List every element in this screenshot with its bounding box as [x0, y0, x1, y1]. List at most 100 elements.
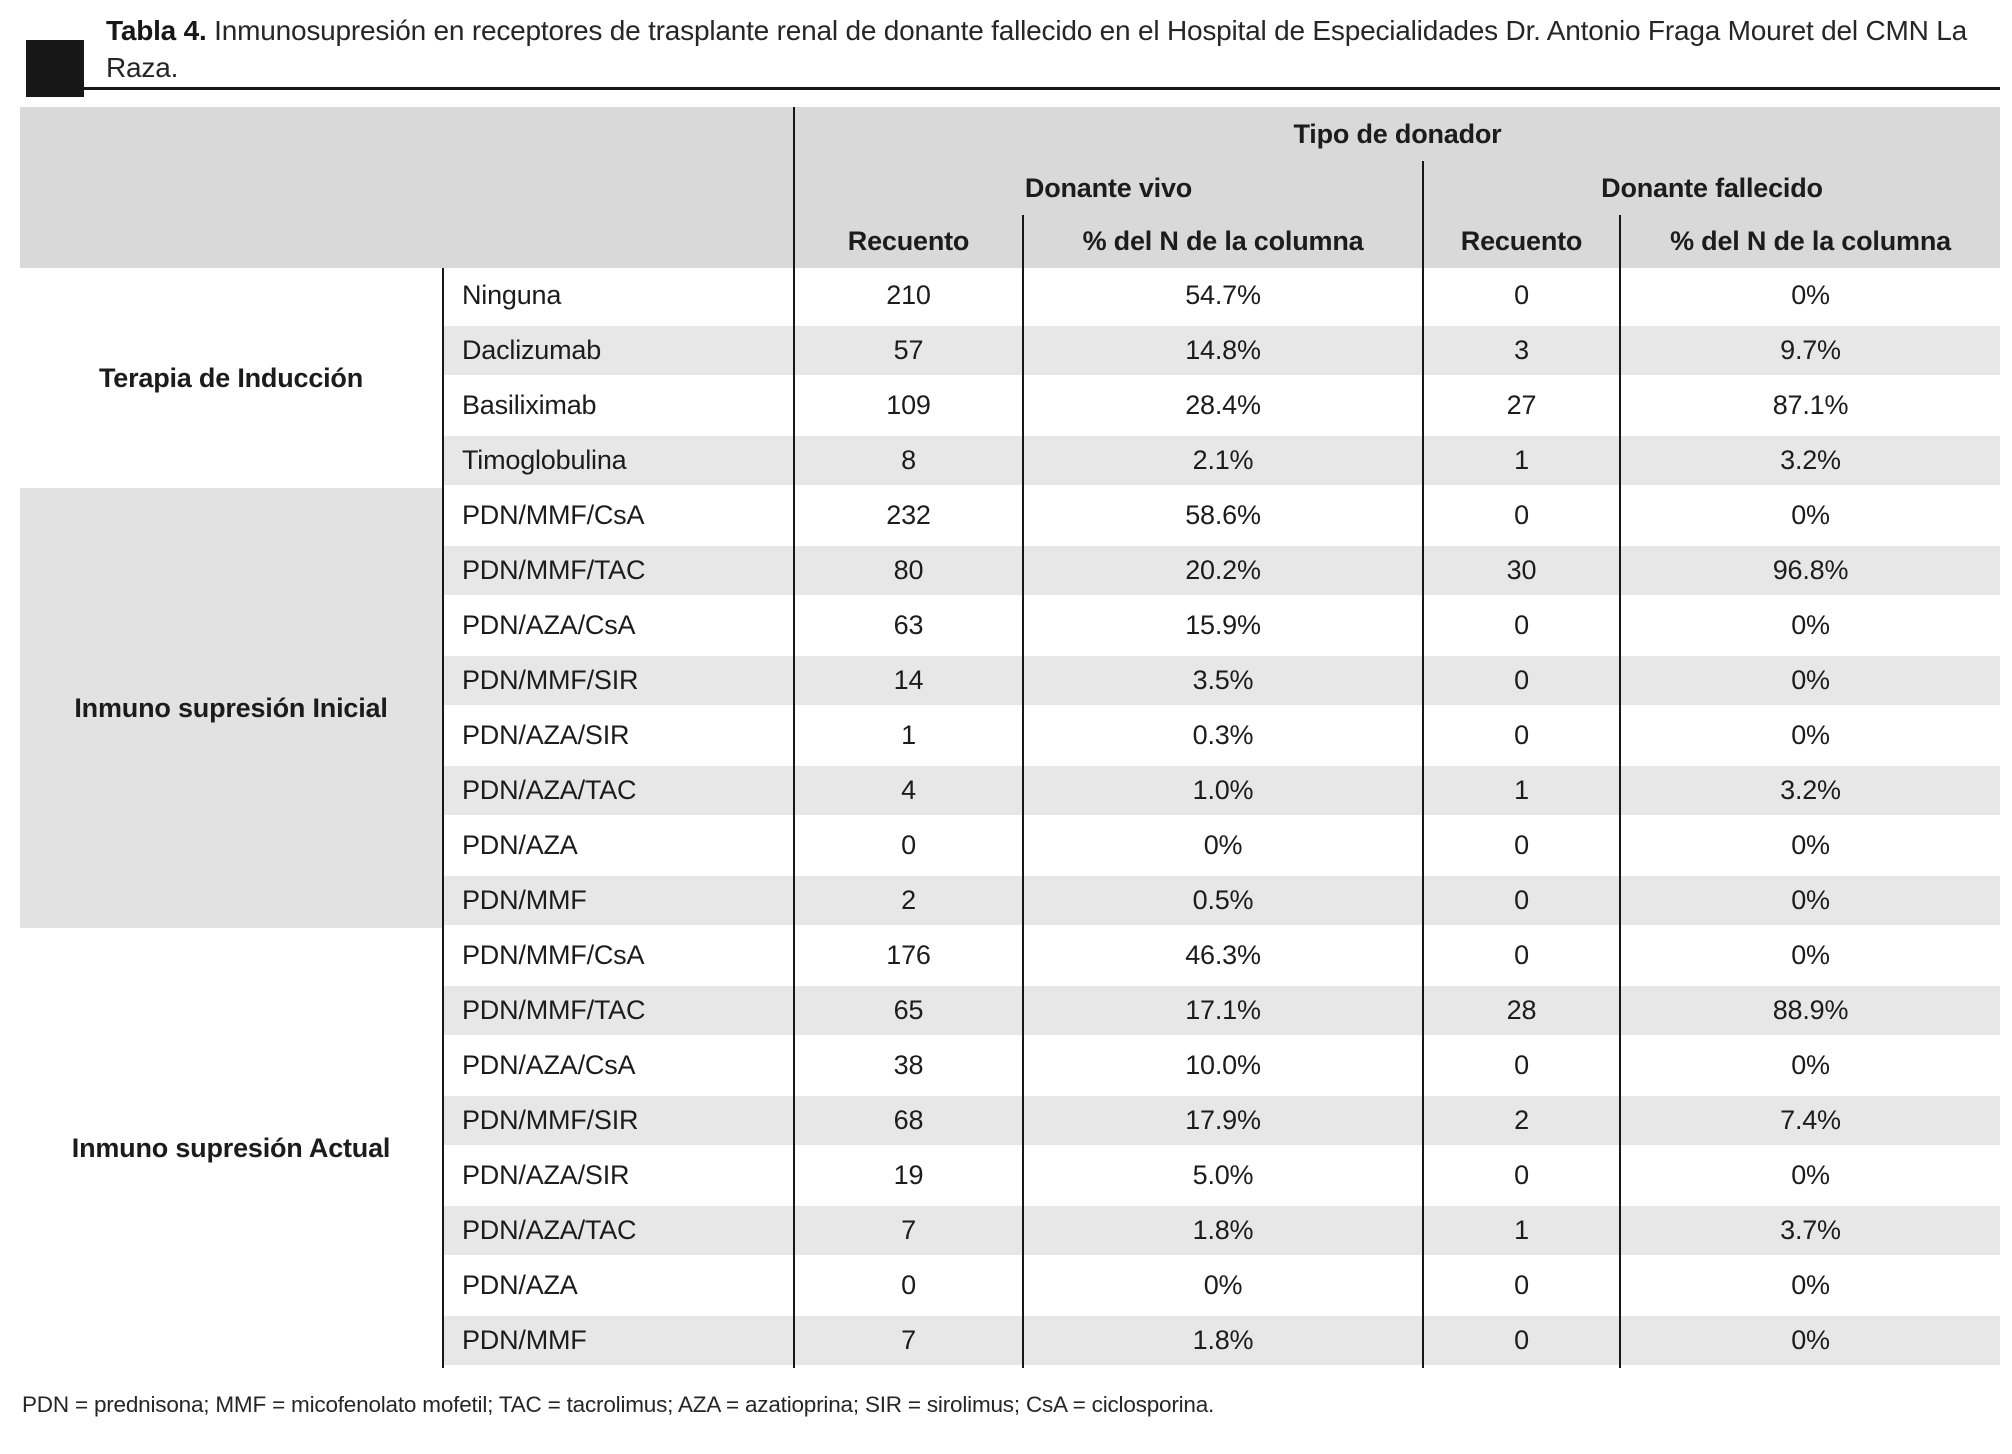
- group-label-terapia-induccion: Terapia de Inducción: [20, 268, 443, 488]
- cell-fallecido-pct: 0%: [1619, 268, 2000, 323]
- cell-vivo-pct: 2.1%: [1022, 433, 1423, 488]
- cell-fallecido-pct: 0%: [1619, 1148, 2000, 1203]
- table-row: PDN/MMF/TAC 80 20.2% 30 96.8%: [20, 543, 2000, 598]
- cell-vivo-count: 8: [793, 433, 1023, 488]
- group-terapia-induccion: Terapia de Inducción Ninguna 210 54.7% 0…: [20, 268, 2000, 488]
- cell-vivo-count: 19: [793, 1148, 1023, 1203]
- cell-fallecido-count: 27: [1422, 378, 1620, 433]
- header-row-top: Tipo de donador: [20, 107, 2000, 268]
- title-divider: [84, 87, 2000, 90]
- cell-vivo-pct: 20.2%: [1022, 543, 1423, 598]
- cell-fallecido-count: 0: [1422, 1313, 1620, 1368]
- cell-fallecido-pct: 0%: [1619, 928, 2000, 983]
- row-label: PDN/AZA/CsA: [442, 598, 794, 653]
- cell-vivo-count: 0: [793, 1258, 1023, 1313]
- cell-fallecido-pct: 0%: [1619, 653, 2000, 708]
- cell-vivo-count: 80: [793, 543, 1023, 598]
- cell-vivo-pct: 17.9%: [1022, 1093, 1423, 1148]
- table-title-text: Inmunosupresión en receptores de traspla…: [106, 15, 1967, 83]
- group-inmunosupresion-inicial: Inmuno supresión Inicial PDN/MMF/CsA 232…: [20, 488, 2000, 928]
- cell-fallecido-count: 28: [1422, 983, 1620, 1038]
- header-pct-fallecido: % del N de la columna: [1619, 215, 2000, 268]
- section-marker-square: [26, 40, 84, 97]
- cell-fallecido-pct: 3.2%: [1619, 763, 2000, 818]
- cell-fallecido-count: 0: [1422, 1148, 1620, 1203]
- cell-vivo-pct: 0.5%: [1022, 873, 1423, 928]
- table-row: PDN/AZA 0 0% 0 0%: [20, 1258, 2000, 1313]
- cell-vivo-count: 63: [793, 598, 1023, 653]
- header-row-measures: Recuento % del N de la columna Recuento …: [20, 215, 2000, 268]
- cell-fallecido-pct: 0%: [1619, 1313, 2000, 1368]
- cell-vivo-pct: 46.3%: [1022, 928, 1423, 983]
- table-row: PDN/MMF/TAC 65 17.1% 28 88.9%: [20, 983, 2000, 1038]
- row-label: PDN/MMF/CsA: [442, 488, 794, 543]
- cell-fallecido-count: 0: [1422, 873, 1620, 928]
- cell-vivo-count: 7: [793, 1203, 1023, 1258]
- cell-vivo-count: 109: [793, 378, 1023, 433]
- header-pct-vivo: % del N de la columna: [1022, 215, 1423, 268]
- cell-vivo-pct: 10.0%: [1022, 1038, 1423, 1093]
- cell-fallecido-count: 0: [1422, 598, 1620, 653]
- cell-vivo-pct: 5.0%: [1022, 1148, 1423, 1203]
- row-label: Timoglobulina: [442, 433, 794, 488]
- cell-vivo-count: 232: [793, 488, 1023, 543]
- cell-vivo-count: 4: [793, 763, 1023, 818]
- cell-vivo-count: 0: [793, 818, 1023, 873]
- cell-fallecido-count: 1: [1422, 763, 1620, 818]
- cell-vivo-pct: 1.0%: [1022, 763, 1423, 818]
- footnote: PDN = prednisona; MMF = micofenolato mof…: [22, 1392, 1215, 1417]
- cell-fallecido-pct: 88.9%: [1619, 983, 2000, 1038]
- group-label-inmunosupresion-actual: Inmuno supresión Actual: [20, 928, 443, 1368]
- cell-fallecido-pct: 0%: [1619, 818, 2000, 873]
- row-label: PDN/AZA: [442, 1258, 794, 1313]
- cell-vivo-pct: 28.4%: [1022, 378, 1423, 433]
- table-title: Tabla 4. Inmunosupresión en receptores d…: [106, 12, 2000, 86]
- row-label: PDN/AZA/SIR: [442, 708, 794, 763]
- cell-vivo-pct: 14.8%: [1022, 323, 1423, 378]
- header-recuento-vivo: Recuento: [793, 215, 1023, 268]
- cell-fallecido-count: 0: [1422, 818, 1620, 873]
- table-row: PDN/MMF/SIR 68 17.9% 2 7.4%: [20, 1093, 2000, 1148]
- cell-vivo-count: 7: [793, 1313, 1023, 1368]
- table-row: Terapia de Inducción Ninguna 210 54.7% 0…: [20, 268, 2000, 488]
- row-label: PDN/MMF: [442, 873, 794, 928]
- row-label: PDN/AZA/CsA: [442, 1038, 794, 1093]
- row-label: PDN/AZA/TAC: [442, 1203, 794, 1258]
- table-title-label: Tabla 4.: [106, 15, 207, 46]
- cell-vivo-count: 68: [793, 1093, 1023, 1148]
- table-row: Daclizumab 57 14.8% 3 9.7%: [20, 323, 2000, 378]
- cell-fallecido-count: 0: [1422, 488, 1620, 543]
- row-label: PDN/MMF/SIR: [442, 1093, 794, 1148]
- header-donante-vivo: Donante vivo: [793, 161, 1423, 215]
- cell-fallecido-count: 2: [1422, 1093, 1620, 1148]
- cell-fallecido-pct: 0%: [1619, 873, 2000, 928]
- cell-vivo-count: 38: [793, 1038, 1023, 1093]
- table-row: PDN/AZA/TAC 4 1.0% 1 3.2%: [20, 763, 2000, 818]
- cell-vivo-pct: 3.5%: [1022, 653, 1423, 708]
- cell-fallecido-pct: 0%: [1619, 598, 2000, 653]
- row-label: PDN/MMF/TAC: [442, 983, 794, 1038]
- cell-vivo-count: 65: [793, 983, 1023, 1038]
- table-row: PDN/AZA 0 0% 0 0%: [20, 818, 2000, 873]
- cell-vivo-count: 57: [793, 323, 1023, 378]
- cell-vivo-pct: 17.1%: [1022, 983, 1423, 1038]
- cell-vivo-count: 14: [793, 653, 1023, 708]
- cell-fallecido-count: 3: [1422, 323, 1620, 378]
- table-row: Inmuno supresión Actual PDN/MMF/CsA 176 …: [20, 928, 2000, 1368]
- table-header: Tipo de donador Donante vivo Donante fal…: [20, 107, 2000, 268]
- cell-fallecido-pct: 0%: [1619, 488, 2000, 543]
- table-row: Basiliximab 109 28.4% 27 87.1%: [20, 378, 2000, 433]
- cell-fallecido-count: 0: [1422, 1258, 1620, 1313]
- header-row-donor-type: Donante vivo Donante fallecido: [20, 161, 2000, 215]
- cell-vivo-count: 1: [793, 708, 1023, 763]
- row-label: PDN/MMF/TAC: [442, 543, 794, 598]
- table-row: PDN/AZA/CsA 38 10.0% 0 0%: [20, 1038, 2000, 1093]
- row-label: Daclizumab: [442, 323, 794, 378]
- cell-fallecido-pct: 96.8%: [1619, 543, 2000, 598]
- row-label: Basiliximab: [442, 378, 794, 433]
- table-row: Inmuno supresión Inicial PDN/MMF/CsA 232…: [20, 488, 2000, 928]
- cell-fallecido-pct: 0%: [1619, 1038, 2000, 1093]
- cell-vivo-pct: 15.9%: [1022, 598, 1423, 653]
- table-row: PDN/AZA/SIR 19 5.0% 0 0%: [20, 1148, 2000, 1203]
